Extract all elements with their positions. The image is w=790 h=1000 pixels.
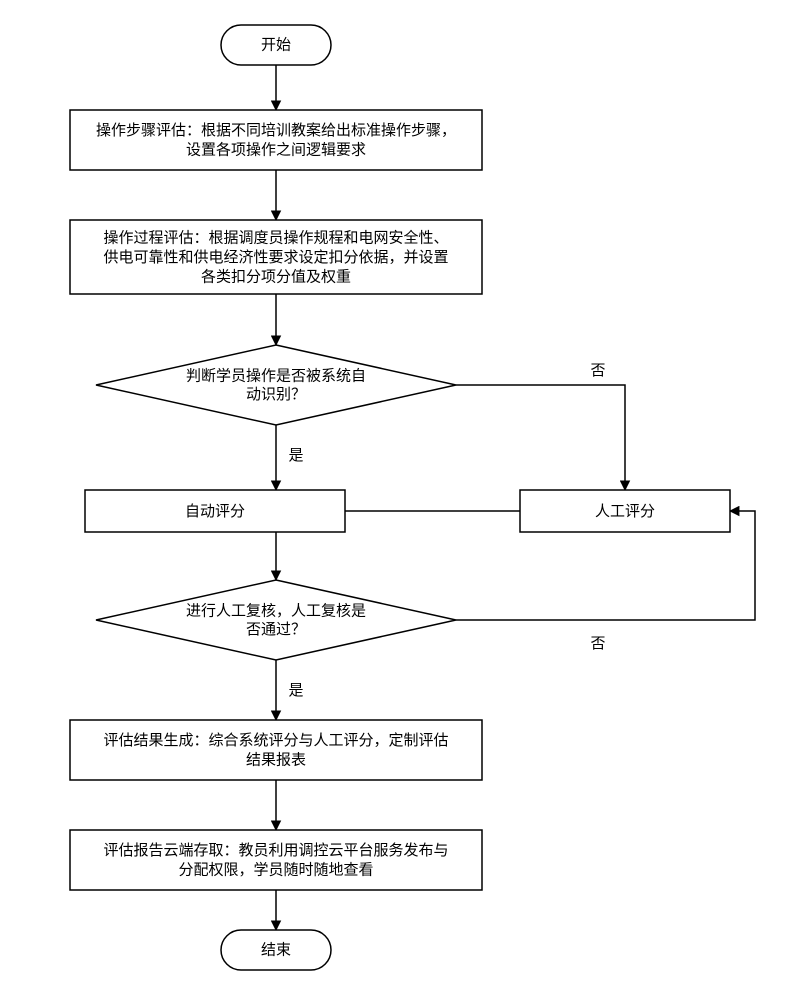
step2-text-2: 各类扣分项分值及权重 [201, 268, 351, 285]
end-label: 结束 [261, 942, 291, 959]
result-text-1: 结果报表 [246, 752, 306, 769]
cloud-node [70, 830, 482, 890]
dec2-text-0: 进行人工复核，人工复核是 [186, 601, 366, 619]
step2-text-0: 操作过程评估：根据调度员操作规程和电网安全性、 [103, 228, 448, 246]
result-text-0: 评估结果生成：综合系统评分与人工评分，定制评估 [103, 732, 448, 749]
dec1-node [96, 345, 456, 425]
step1-node [70, 110, 482, 170]
dec2-text-1: 否通过？ [246, 621, 306, 638]
dec2-node [96, 580, 456, 660]
cloud-text-1: 分配权限，学员随时随地查看 [178, 862, 373, 879]
auto-text-0: 自动评分 [185, 503, 245, 520]
edge-label: 否 [590, 635, 605, 652]
start-label: 开始 [261, 37, 291, 54]
edge [456, 385, 625, 490]
edge-label: 是 [288, 447, 303, 464]
dec1-text-1: 动识别？ [246, 386, 306, 403]
result-node [70, 720, 482, 780]
edge-label: 否 [590, 362, 605, 379]
step1-text-1: 设置各项操作之间逻辑要求 [186, 142, 366, 159]
cloud-text-0: 评估报告云端存取：教员利用调控云平台服务发布与 [103, 842, 448, 859]
step2-text-1: 供电可靠性和供电经济性要求设定扣分依据，并设置 [103, 249, 448, 266]
manual-text-0: 人工评分 [595, 503, 655, 520]
step1-text-0: 操作步骤评估：根据不同培训教案给出标准操作步骤， [96, 121, 456, 139]
dec1-text-0: 判断学员操作是否被系统自 [186, 367, 366, 384]
edge-label: 是 [288, 682, 303, 699]
